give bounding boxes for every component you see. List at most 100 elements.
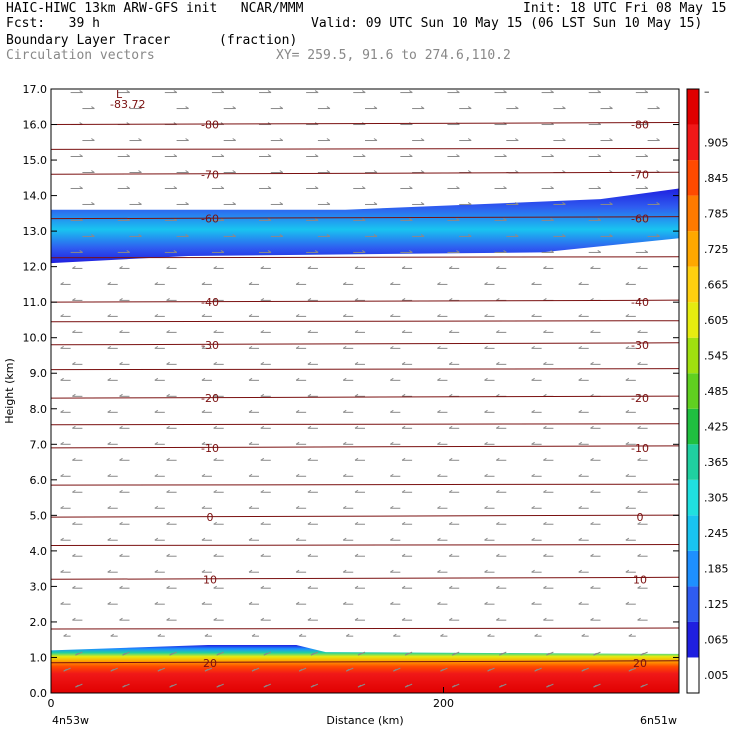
vector-arrowhead [578,377,583,381]
vector-arrowhead [354,489,359,493]
vector-arrowhead [248,441,253,445]
vector-arrowhead [531,601,535,605]
isotherm-label: 20 [633,657,647,670]
vector-arrowhead [354,521,359,525]
vector-arrowhead [173,90,178,93]
vector-arrowhead [201,313,206,317]
vector-arrowhead [361,218,366,221]
vector-arrowhead [401,489,406,493]
vector-arrowhead [220,186,225,189]
vector-arrowhead [448,393,453,397]
vector-arrowhead [307,266,312,269]
vector-arrowhead [644,186,649,189]
isotherm-label: -30 [631,339,649,352]
vector-arrowhead [201,441,206,445]
vector-arrowhead [590,489,594,493]
vector-arrowhead [401,585,406,589]
vector-arrowhead [644,154,649,157]
vector-arrowhead [656,202,660,205]
vector-arrowhead [609,106,613,109]
vector-arrowhead [201,281,206,285]
vector-arrowhead [448,489,453,493]
header-line2-left: Fcst: 39 h [6,16,100,31]
vector-arrowhead [72,457,76,461]
vector-arrowhead [60,505,64,509]
vector-arrowhead [213,266,217,269]
vector-arrowhead [248,569,253,573]
vector-arrowhead [91,106,95,109]
isotherm-label: -60 [631,213,649,226]
vector-arrowhead [342,505,347,509]
vector-arrowhead [390,345,394,349]
upper-tracer-layer [51,188,679,264]
vector-arrowhead [637,585,641,589]
vector-arrowhead [72,425,76,429]
colorbar-swatch [687,515,699,551]
vector-arrowhead [216,684,220,688]
vector-arrowhead [251,668,256,672]
vector-arrowhead [213,457,217,461]
vector-arrowhead [248,345,253,349]
vector-arrowhead [307,521,312,525]
vector-arrowhead [295,345,300,349]
vector-arrowhead [342,409,347,413]
vector-arrowhead [437,441,441,445]
vector-arrowhead [581,668,586,672]
vector-arrowhead [401,553,406,557]
vector-arrowhead [420,234,425,237]
vector-arrowhead [260,585,265,589]
vector-arrowhead [107,377,112,381]
vector-arrowhead [326,138,331,141]
vector-arrowhead [590,457,594,461]
vector-arrowhead [314,186,319,189]
vector-arrowhead [404,684,409,688]
vector-arrowhead [456,90,460,93]
vector-arrowhead [496,329,500,333]
vector-arrowhead [390,505,394,509]
isotherm-label: 10 [203,573,217,586]
vector-arrowhead [628,633,633,637]
vector-arrowhead [201,569,206,573]
isotherm-label: -40 [631,296,649,309]
vector-arrowhead [373,170,378,173]
vector-arrowhead [213,489,217,493]
vector-arrowhead [543,521,547,525]
vector-arrowhead [562,234,566,237]
vector-arrowhead [154,537,159,541]
vector-arrowhead [496,393,500,397]
vector-arrowhead [390,313,394,317]
vector-arrowhead [166,617,170,621]
vector-arrowhead [173,218,178,221]
vector-arrowhead [248,313,253,317]
vector-arrowhead [640,684,644,688]
vector-arrowhead [201,473,206,477]
vector-arrowhead [119,457,123,461]
vector-arrowhead [126,154,131,157]
isotherm-line [51,483,679,486]
colorbar-label: .425 [704,421,729,434]
vector-arrowhead [354,585,359,589]
vector-arrowhead [60,569,64,573]
vector-arrowhead [448,617,453,621]
y-tick-label: 15.0 [23,154,48,167]
vector-arrowhead [373,106,378,109]
vector-arrowhead [201,345,206,349]
header-line1-right: Init: 18 UTC Fri 08 May 15 [523,1,727,16]
colorbar-label: .905 [704,136,729,149]
vector-arrowhead [345,668,350,672]
vector-arrowhead [72,266,76,269]
vector-arrowhead [531,441,535,445]
vector-arrowhead [637,266,641,269]
vector-arrowhead [201,601,206,605]
colorbar-top-label: – [704,85,710,98]
colorbar-swatch [687,621,699,658]
vector-arrowhead [401,521,406,525]
vector-arrowhead [543,393,547,397]
vector-arrowhead [440,633,444,637]
vector-arrowhead [60,409,64,413]
x-tick-label: 200 [433,697,454,710]
vector-arrowhead [119,521,123,525]
colorbar-swatch [687,266,699,303]
colorbar-frame [686,88,700,694]
vector-arrowhead [166,361,170,365]
